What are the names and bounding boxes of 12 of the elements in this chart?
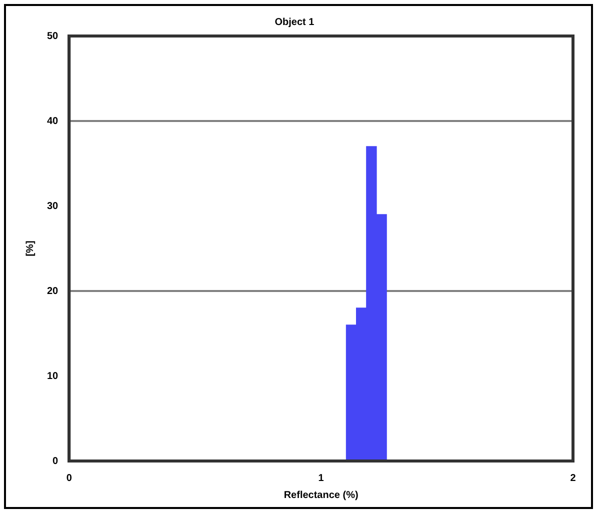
x-tick-label: 1 — [318, 472, 324, 484]
y-tick-label: 10 — [47, 370, 59, 382]
y-tick-label: 20 — [47, 286, 59, 297]
x-tick-label: 0 — [66, 472, 72, 484]
y-tick-label: 50 — [47, 30, 59, 42]
x-axis-title: Reflectance (%) — [284, 490, 358, 501]
y-tick-label: 30 — [47, 200, 59, 212]
y-axis-title: [%] — [24, 240, 36, 256]
y-tick-label: 40 — [47, 116, 59, 127]
chart-title: Object 1 — [274, 16, 315, 28]
x-tick-label: 2 — [570, 472, 576, 484]
y-tick-label: 0 — [52, 456, 59, 467]
